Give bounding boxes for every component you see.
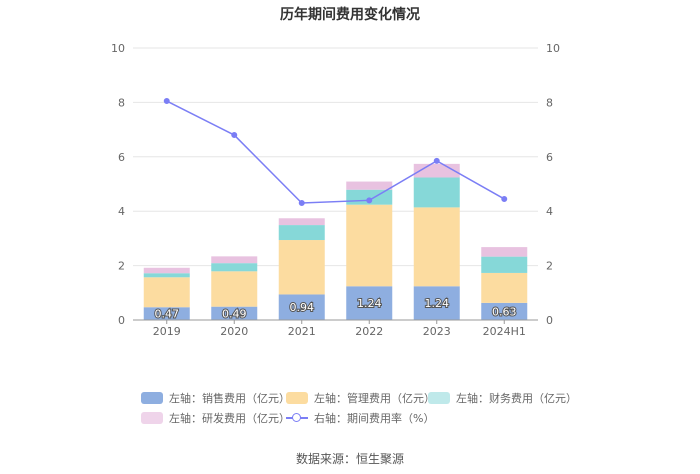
left-axis-tick-label: 4 xyxy=(118,205,125,218)
right-axis-tick-label: 10 xyxy=(546,42,560,55)
bar-segment-admin xyxy=(278,240,325,295)
bar-segment-finance xyxy=(413,177,460,208)
bar-segment-sales xyxy=(211,306,258,320)
bar-segment-finance xyxy=(278,225,325,241)
sales-value-label: 0.49 xyxy=(222,307,247,320)
legend-expense-rate[interactable]: 右轴：期间费用率（%） xyxy=(286,410,434,426)
legend-rnd-label: 左轴：研发费用（亿元） xyxy=(169,412,290,425)
x-axis-tick-label: 2022 xyxy=(355,325,383,338)
bar-segment-rnd xyxy=(278,218,325,226)
bar-segment-finance xyxy=(143,273,190,278)
expense-rate-point xyxy=(163,98,170,105)
left-axis-tick-label: 8 xyxy=(118,96,125,109)
x-axis-tick-label: 2020 xyxy=(220,325,248,338)
right-axis-tick-label: 4 xyxy=(546,205,553,218)
left-axis-tick-label: 0 xyxy=(118,314,125,327)
legend-finance[interactable]: 左轴：财务费用（亿元） xyxy=(428,390,577,406)
right-axis-tick-label: 8 xyxy=(546,96,553,109)
bar-segment-admin xyxy=(346,204,393,287)
bar-segment-admin xyxy=(143,277,190,308)
bar-segment-admin xyxy=(413,207,460,287)
right-axis-tick-label: 2 xyxy=(546,260,553,273)
legend-rnd-swatch xyxy=(141,412,163,424)
legend-sales[interactable]: 左轴：销售费用（亿元） xyxy=(141,390,290,406)
right-axis-tick-label: 0 xyxy=(546,314,553,327)
expense-rate-point xyxy=(298,200,305,207)
left-axis-tick-label: 2 xyxy=(118,260,125,273)
bar-segment-rnd xyxy=(346,181,393,190)
bar-segment-sales xyxy=(278,294,325,320)
x-axis-tick-label: 2023 xyxy=(423,325,451,338)
bar-segment-sales xyxy=(143,307,190,320)
expense-rate-point xyxy=(501,195,508,202)
bar-segment-sales xyxy=(346,286,393,320)
legend-finance-label: 左轴：财务费用（亿元） xyxy=(456,392,577,405)
legend-sales-swatch xyxy=(141,392,163,404)
bar-segment-rnd xyxy=(143,267,190,274)
right-axis-tick-label: 6 xyxy=(546,151,553,164)
bar-segment-sales xyxy=(481,302,528,320)
x-axis-tick-label: 2021 xyxy=(288,325,316,338)
legend-rnd[interactable]: 左轴：研发费用（亿元） xyxy=(141,410,290,426)
expense-rate-point xyxy=(366,197,373,204)
bar-segment-admin xyxy=(481,272,528,303)
sales-value-label: 0.63 xyxy=(492,305,517,318)
x-axis-tick-label: 2019 xyxy=(153,325,181,338)
legend-admin[interactable]: 左轴：管理费用（亿元） xyxy=(286,390,435,406)
bar-segment-finance xyxy=(211,263,258,272)
data-source: 数据来源：恒生聚源 xyxy=(295,452,404,466)
legend-expense-rate-swatch xyxy=(286,412,308,424)
left-axis-tick-label: 10 xyxy=(111,42,125,55)
bar-segment-rnd xyxy=(481,247,528,257)
left-axis-tick-label: 6 xyxy=(118,151,125,164)
legend-admin-swatch xyxy=(286,392,308,404)
bar-segment-rnd xyxy=(211,256,258,264)
legend-admin-label: 左轴：管理费用（亿元） xyxy=(314,392,435,405)
legend-finance-swatch xyxy=(428,392,450,404)
sales-value-label: 1.24 xyxy=(357,297,382,310)
expense-rate-line xyxy=(166,100,505,204)
bar-segment-sales xyxy=(413,286,460,320)
legend-expense-rate-label: 右轴：期间费用率（%） xyxy=(314,412,435,425)
x-axis-tick-label: 2024H1 xyxy=(483,325,526,338)
sales-value-label: 0.94 xyxy=(290,301,315,314)
chart-title: 历年期间费用变化情况 xyxy=(280,7,420,23)
bar-segment-finance xyxy=(481,256,528,273)
sales-value-label: 0.47 xyxy=(155,308,180,321)
sales-value-label: 1.24 xyxy=(425,297,450,310)
expense-rate-point xyxy=(231,132,238,139)
legend-sales-label: 左轴：销售费用（亿元） xyxy=(169,392,290,405)
bar-segment-admin xyxy=(211,271,258,307)
expense-rate-point xyxy=(433,157,440,164)
